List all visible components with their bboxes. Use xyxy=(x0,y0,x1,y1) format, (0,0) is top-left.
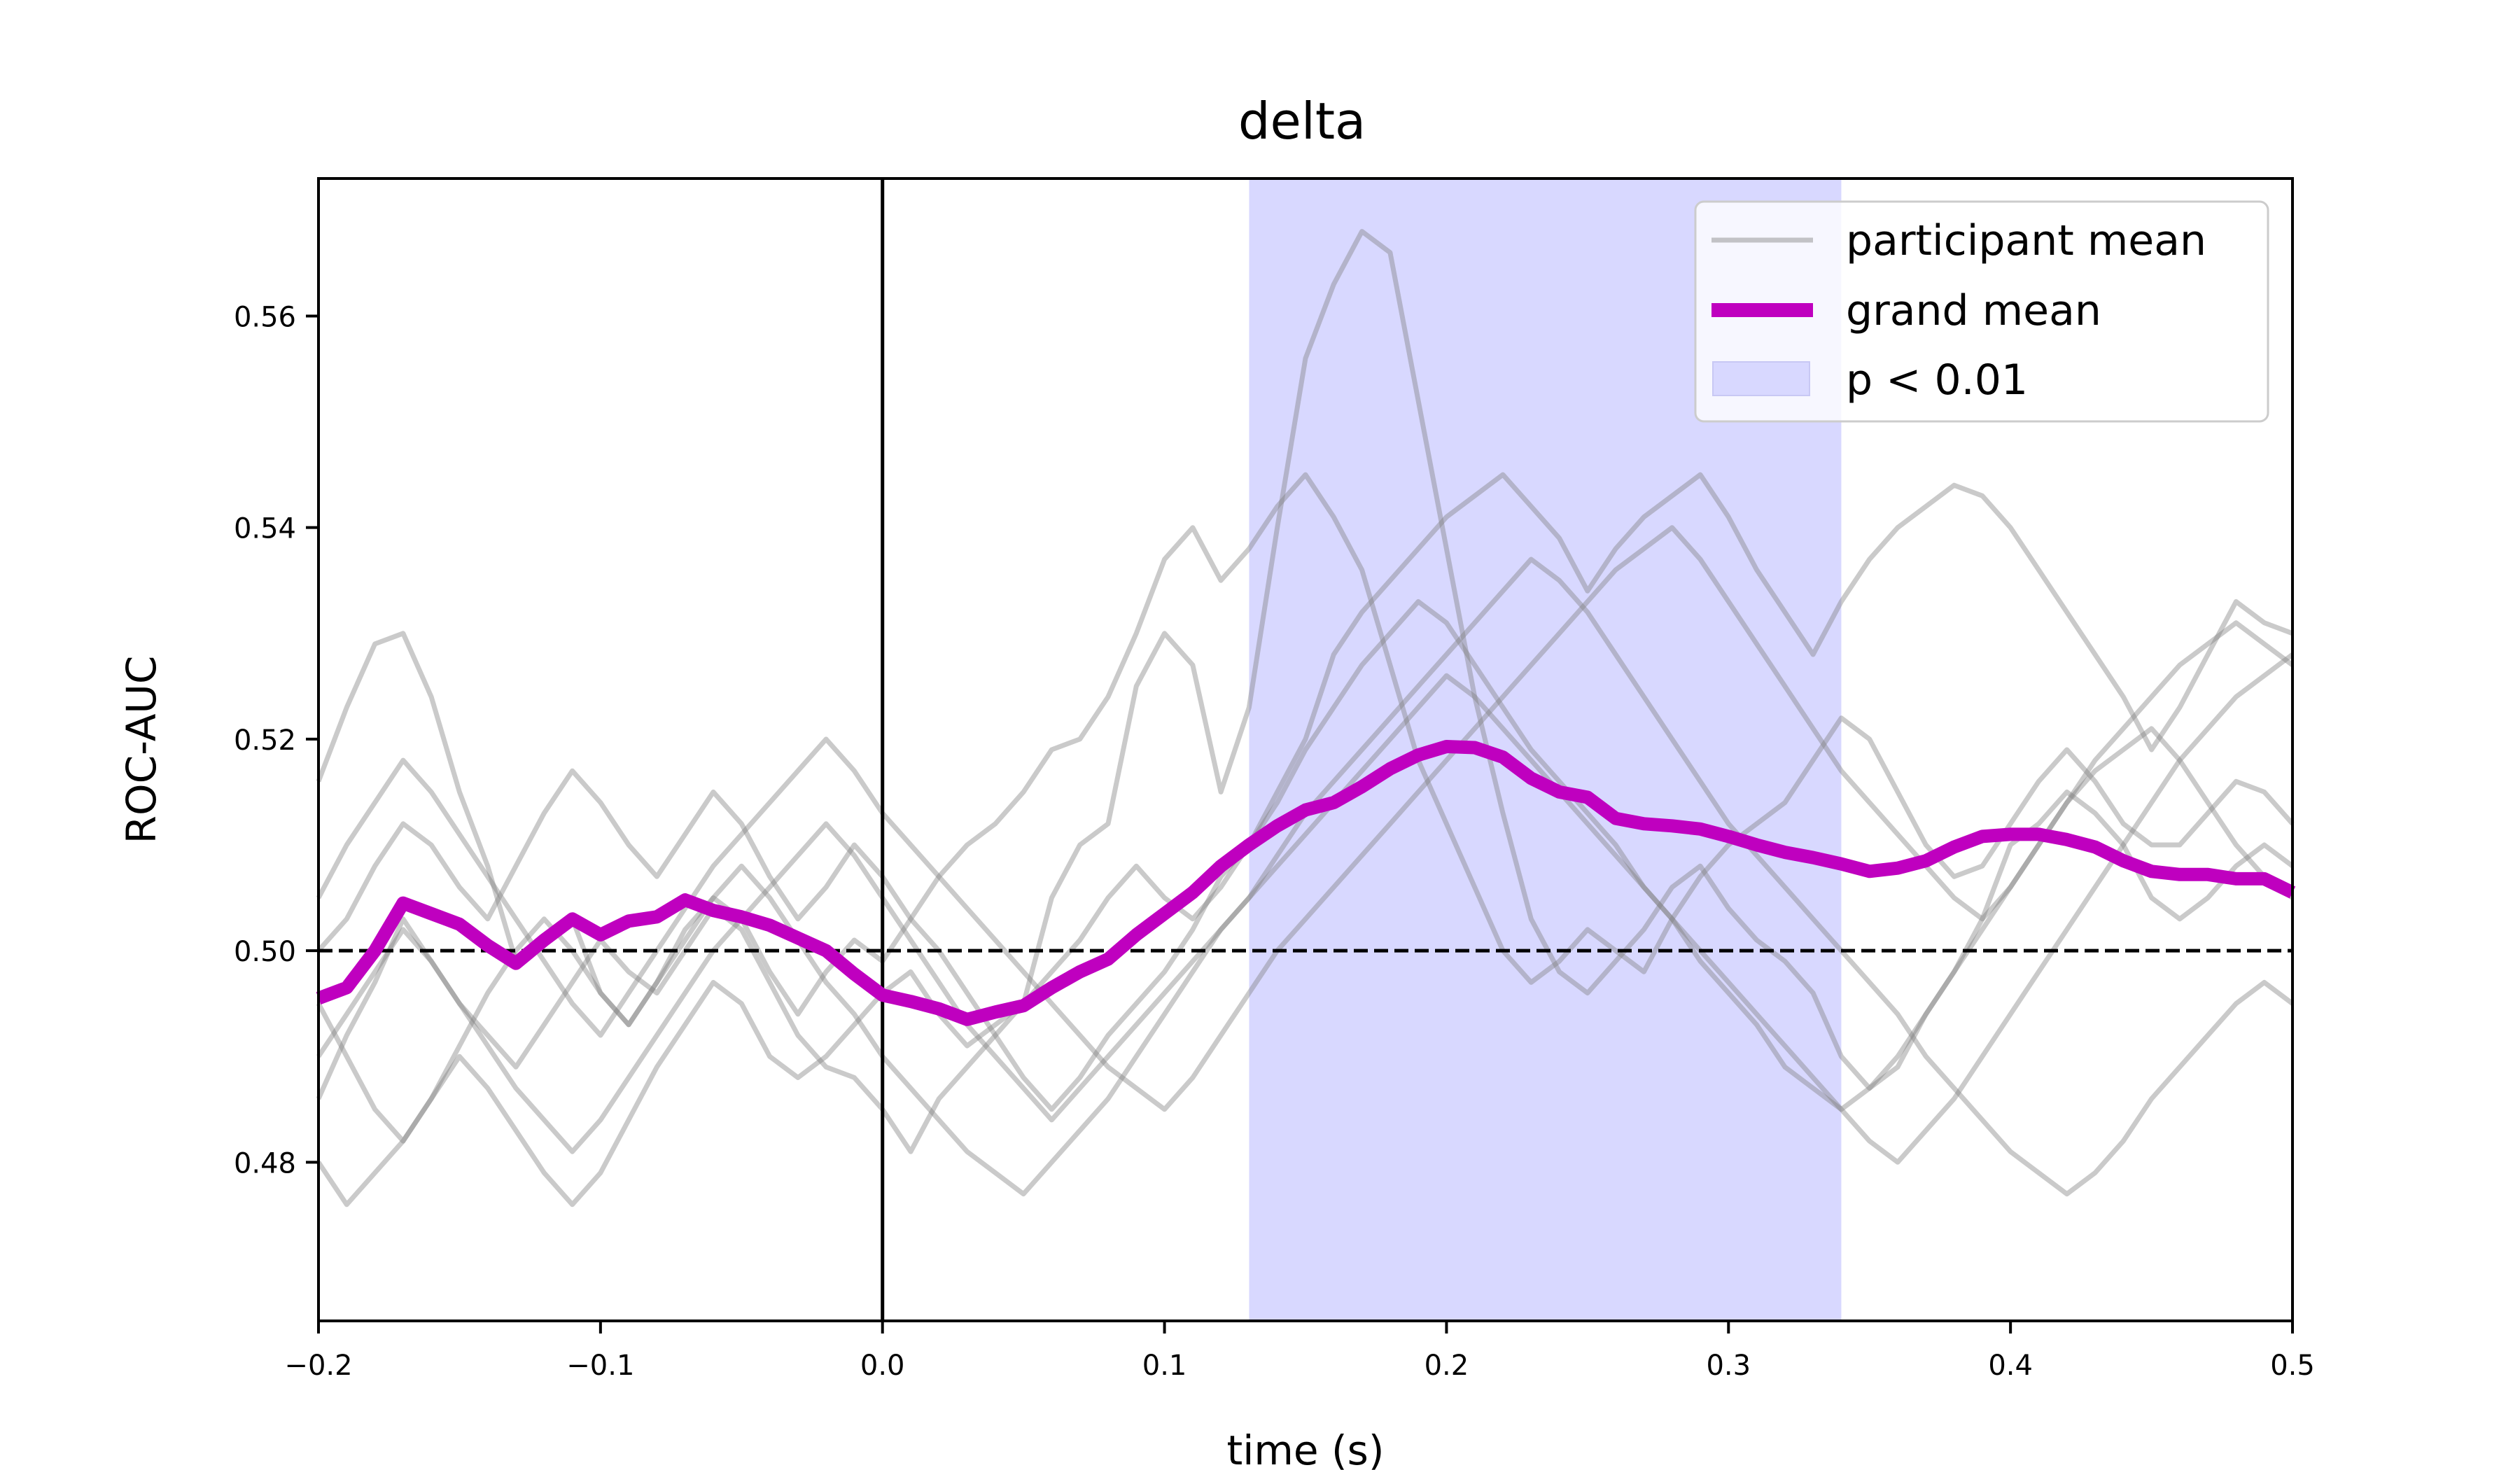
x-tick-label: −0.1 xyxy=(566,1350,634,1382)
plot-frame xyxy=(317,177,2294,1322)
x-tick-label: 0.1 xyxy=(1142,1350,1187,1382)
legend-box xyxy=(1694,200,2269,423)
participant-line-3 xyxy=(316,472,2294,1208)
x-tick-label: −0.2 xyxy=(284,1350,352,1382)
y-tick-label: 0.54 xyxy=(234,513,296,545)
x-tick-label: 0.5 xyxy=(2270,1350,2315,1382)
y-tick-label: 0.52 xyxy=(234,724,296,757)
legend: participant mean grand mean p < 0.01 xyxy=(1694,200,2269,423)
participant-line-4 xyxy=(316,598,2295,1112)
participant-line-2 xyxy=(316,472,2295,1028)
participant-line-6 xyxy=(316,525,2295,1112)
x-tick-label: 0.0 xyxy=(860,1350,905,1382)
legend-participant-label: participant mean xyxy=(1846,216,2206,265)
legend-significance-swatch xyxy=(1712,361,1810,396)
y-tick-label: 0.50 xyxy=(234,936,296,968)
y-axis-ticks: 0.48 0.50 0.52 0.54 0.56 xyxy=(234,301,318,1180)
chart-title: delta xyxy=(1238,92,1366,150)
participant-lines xyxy=(316,229,2295,1208)
y-tick-label: 0.48 xyxy=(234,1147,296,1180)
participant-line-1 xyxy=(316,229,2295,1154)
x-tick-label: 0.4 xyxy=(1988,1350,2033,1382)
y-tick-label: 0.56 xyxy=(234,301,296,333)
x-axis-ticks: −0.2 −0.1 0.0 0.1 0.2 0.3 0.4 0.5 xyxy=(284,1321,2315,1382)
x-axis-label: time (s) xyxy=(1227,1427,1385,1470)
y-axis-label: ROC-AUC xyxy=(118,656,165,844)
legend-grand-mean-label: grand mean xyxy=(1846,286,2101,335)
x-tick-label: 0.3 xyxy=(1706,1350,1751,1382)
participant-line-7 xyxy=(316,652,2295,1165)
x-tick-label: 0.2 xyxy=(1424,1350,1469,1382)
legend-significance-label: p < 0.01 xyxy=(1846,356,2028,405)
grand-mean-line xyxy=(316,740,2296,1026)
